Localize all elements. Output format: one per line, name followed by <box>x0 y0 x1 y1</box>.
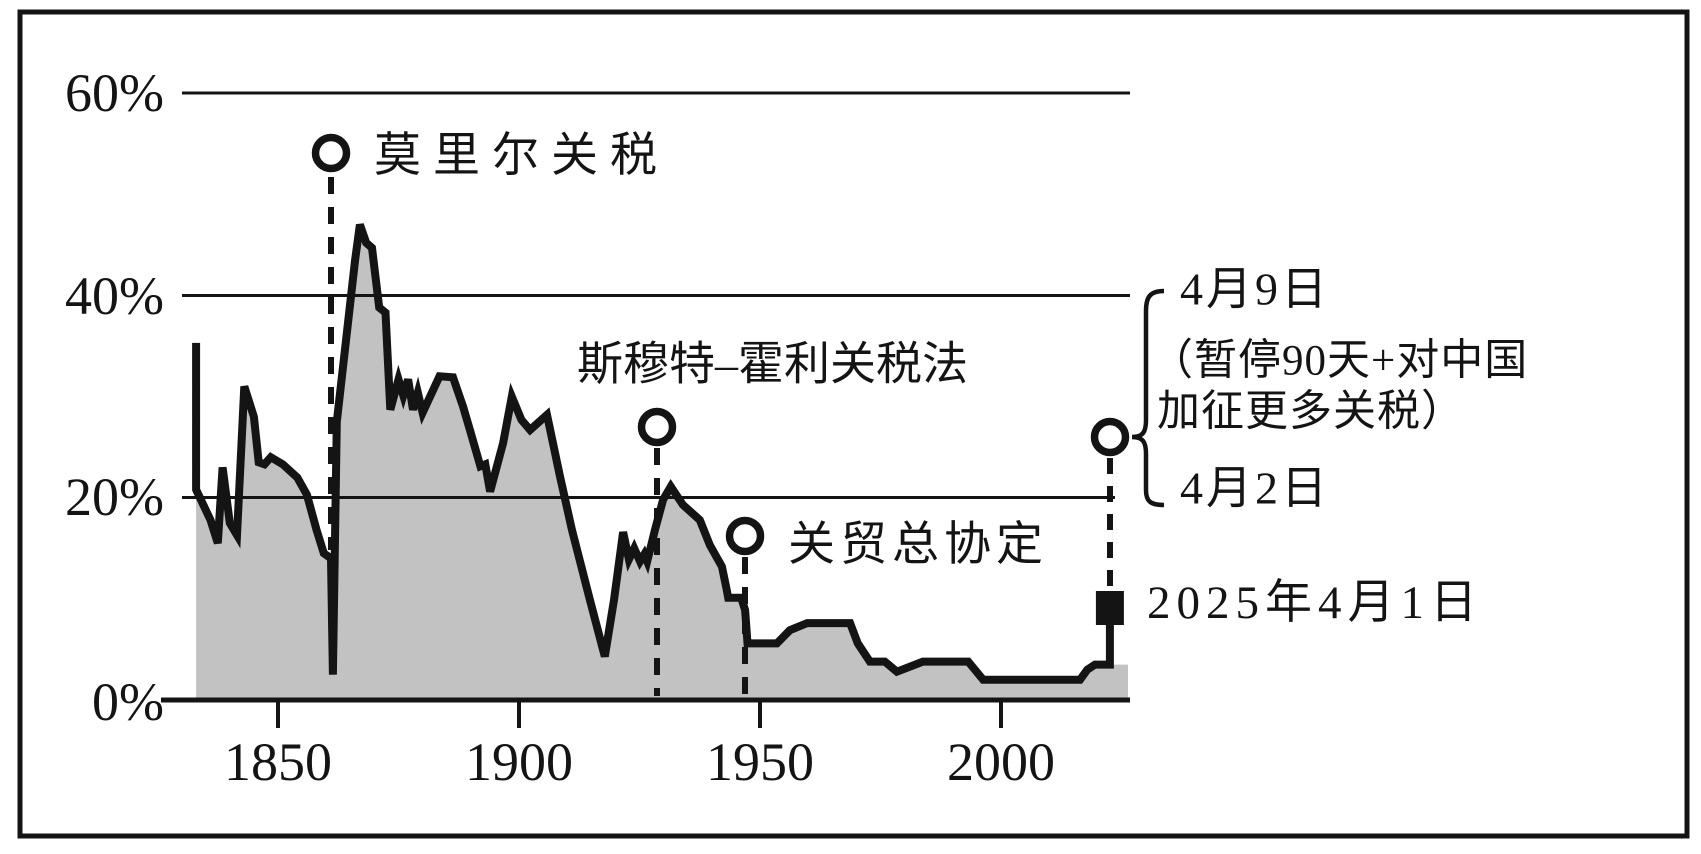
april-2-label: 4月2日 <box>1180 463 1330 514</box>
end-marker-square <box>1095 591 1124 625</box>
y-axis-label-60: 60% <box>65 63 164 123</box>
pause-note-line1-label: （暂停90天+对中国 <box>1150 338 1528 385</box>
x-axis-label-1950: 1950 <box>706 732 814 792</box>
chart-frame <box>17 9 1690 839</box>
morrill-label: 莫里尔关税 <box>374 130 669 182</box>
april-2025-circle-marker <box>1090 417 1130 457</box>
y-axis-label-40: 40% <box>65 266 164 326</box>
gatt-label: 关贸总协定 <box>788 519 1048 571</box>
pause-note-line2-label: 加征更多关税） <box>1157 389 1465 436</box>
smoot-hawley-label: 斯穆特–霍利关税法 <box>577 339 968 390</box>
y-axis-label-0: 0% <box>92 672 164 732</box>
annotation-brace <box>1131 288 1165 508</box>
april-9-label: 4月9日 <box>1180 264 1330 315</box>
tariff-area <box>196 224 1129 700</box>
gatt-circle-marker <box>725 516 765 556</box>
x-axis-label-2000: 2000 <box>947 732 1055 792</box>
y-axis-label-20: 20% <box>65 467 164 527</box>
morrill-circle-marker <box>311 133 351 173</box>
tariff-line <box>192 223 1114 684</box>
x-axis-label-1850: 1850 <box>224 732 332 792</box>
april-1-2025-date-label: 2025年4月1日 <box>1147 577 1483 629</box>
x-axis-label-1900: 1900 <box>465 732 573 792</box>
smoot-hawley-circle-marker <box>637 407 677 447</box>
